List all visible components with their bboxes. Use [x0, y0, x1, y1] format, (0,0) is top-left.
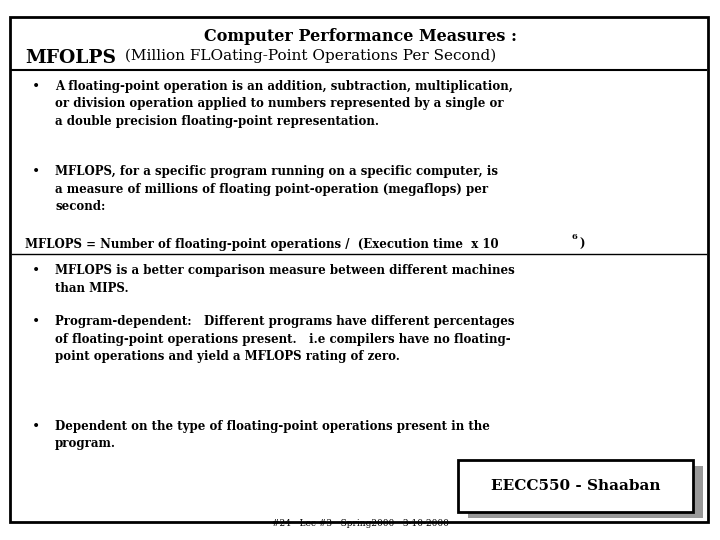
- Text: A floating-point operation is an addition, subtraction, multiplication,
or divis: A floating-point operation is an additio…: [55, 80, 513, 128]
- Text: MFLOPS, for a specific program running on a specific computer, is
a measure of m: MFLOPS, for a specific program running o…: [55, 165, 498, 213]
- Text: •: •: [32, 264, 40, 278]
- Text: #24   Lec #3   Spring2000   3-10-2000: #24 Lec #3 Spring2000 3-10-2000: [271, 519, 449, 528]
- Text: MFLOPS is a better comparison measure between different machines
than MIPS.: MFLOPS is a better comparison measure be…: [55, 264, 515, 294]
- Text: MFOLPS: MFOLPS: [25, 49, 116, 67]
- FancyBboxPatch shape: [458, 460, 693, 512]
- Text: (Million FLOating-Point Operations Per Second): (Million FLOating-Point Operations Per S…: [120, 49, 496, 63]
- Text: •: •: [32, 80, 40, 94]
- FancyBboxPatch shape: [10, 17, 708, 522]
- Text: Program-dependent:   Different programs have different percentages
of floating-p: Program-dependent: Different programs ha…: [55, 315, 515, 363]
- FancyBboxPatch shape: [468, 466, 703, 518]
- Text: •: •: [32, 165, 40, 179]
- Text: Dependent on the type of floating-point operations present in the
program.: Dependent on the type of floating-point …: [55, 420, 490, 450]
- Text: 6: 6: [571, 233, 577, 241]
- Text: Computer Performance Measures :: Computer Performance Measures :: [204, 28, 516, 45]
- Text: ): ): [579, 238, 585, 251]
- Text: EECC550 - Shaaban: EECC550 - Shaaban: [491, 479, 661, 493]
- Text: •: •: [32, 315, 40, 329]
- Text: •: •: [32, 420, 40, 434]
- Text: MFLOPS = Number of floating-point operations /  (Execution time  x 10: MFLOPS = Number of floating-point operat…: [25, 238, 499, 251]
